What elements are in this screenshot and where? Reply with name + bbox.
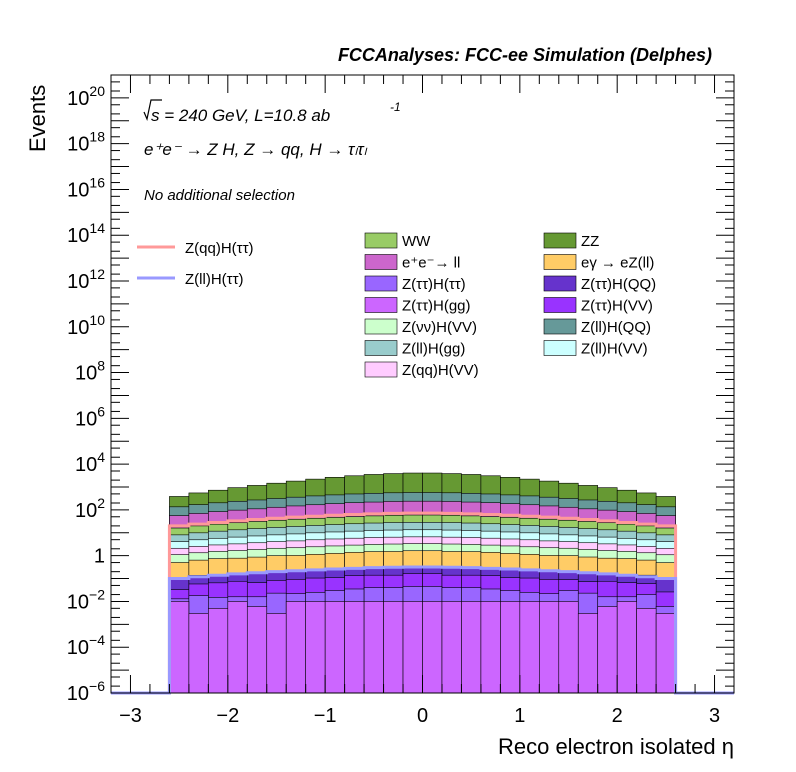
bar-0-8	[324, 601, 345, 694]
y-axis-ticks	[111, 81, 734, 694]
energy-exponent: -1	[390, 100, 401, 114]
chart-title: FCCAnalyses: FCC-ee Simulation (Delphes)	[338, 45, 712, 65]
legend-swatch	[364, 297, 398, 313]
y-tick-label: 1010	[67, 312, 105, 339]
legend-label: ZZ	[581, 233, 599, 250]
y-tick-label: 1016	[67, 174, 105, 201]
bar-0-7	[305, 601, 326, 694]
legend-swatch	[543, 297, 577, 313]
y-tick-label: 1	[94, 546, 105, 568]
legend-label: Z(νν)H(VV)	[402, 319, 477, 336]
bar-0-3	[227, 601, 248, 694]
legend-swatch	[543, 275, 577, 292]
legend-line-label: Z(qq)H(ττ)	[185, 240, 254, 257]
sqrt-symbol	[143, 99, 162, 121]
x-tick-label: 1	[514, 705, 525, 727]
line-series-0	[111, 511, 734, 695]
y-axis-title: Events	[25, 85, 50, 152]
selection-annotation: No additional selection	[144, 187, 295, 204]
series-0	[169, 601, 676, 694]
bar-0-12	[402, 601, 423, 694]
bar-0-18	[519, 601, 540, 694]
y-axis-tick-labels: 10−6 10−4 10−2 1 102 104 106 108 1010 1012 1014 101…	[67, 83, 105, 705]
bar-0-13	[422, 601, 443, 694]
legend-label: Z(ττ)H(gg)	[402, 298, 471, 315]
y-tick-label: 1018	[67, 129, 105, 156]
legend-label: Z(ττ)H(ττ)	[402, 276, 466, 293]
x-tick-label: −3	[119, 705, 142, 727]
legend-swatch	[543, 254, 577, 270]
bar-0-22	[597, 606, 618, 694]
bar-0-2	[208, 608, 229, 694]
bar-0-4	[246, 606, 268, 694]
legend-label: Z(ll)H(gg)	[402, 341, 465, 358]
stack-legend: WW ZZ e⁺e⁻→ ll eγ → eZ(ll) Z(ττ)H(ττ) Z(ττ)H(…	[364, 232, 656, 379]
bar-0-17	[500, 601, 521, 694]
legend-label: eγ → eZ(ll)	[581, 255, 654, 272]
y-tick-label: 104	[75, 449, 105, 476]
line-layer	[111, 511, 734, 695]
bar-0-25	[655, 613, 676, 694]
bar-0-23	[616, 601, 637, 694]
legend-swatch	[364, 318, 398, 335]
x-tick-label: 3	[709, 705, 720, 727]
y-tick-label: 1020	[67, 83, 105, 110]
y-tick-label: 10−2	[67, 586, 105, 613]
y-tick-label: 106	[75, 403, 105, 430]
legend-swatch	[364, 232, 398, 249]
bar-0-11	[383, 601, 404, 694]
legend-swatch	[543, 232, 577, 249]
x-axis-tick-labels: −3 −2 −1 0 1 2 3	[119, 705, 720, 727]
y-tick-label: 108	[75, 358, 105, 385]
bar-0-20	[558, 601, 579, 694]
y-tick-label: 1014	[67, 220, 105, 247]
legend-label: WW	[402, 233, 431, 250]
legend-line-label: Z(ll)H(ττ)	[185, 271, 244, 288]
x-tick-label: 0	[417, 705, 428, 727]
y-tick-label: 102	[75, 495, 105, 522]
bar-0-16	[480, 601, 501, 694]
legend-swatch	[364, 340, 398, 356]
legend-label: Z(qq)H(VV)	[402, 362, 479, 379]
legend-swatch	[364, 361, 398, 378]
bar-0-9	[344, 601, 365, 694]
bar-0-0	[169, 601, 190, 694]
legend-label: Z(ττ)H(VV)	[581, 298, 653, 315]
x-tick-label: −2	[216, 705, 239, 727]
legend-label: Z(ll)H(QQ)	[581, 319, 651, 336]
bar-0-1	[188, 613, 209, 694]
legend-label: e⁺e⁻→ ll	[402, 255, 460, 272]
bar-0-14	[441, 601, 462, 694]
legend-label: Z(ll)H(VV)	[581, 341, 648, 358]
bar-0-24	[636, 608, 657, 694]
x-tick-label: −1	[314, 705, 337, 727]
bar-0-15	[461, 601, 482, 694]
bar-0-21	[577, 613, 599, 694]
y-tick-label: 10−4	[67, 632, 105, 659]
energy-annotation: s = 240 GeV, L=10.8 ab -1	[143, 99, 401, 125]
bar-0-5	[266, 613, 287, 694]
legend-swatch	[364, 275, 398, 292]
y-tick-label: 10−6	[67, 678, 105, 705]
line-legend: Z(qq)H(ττ) Z(ll)H(ττ)	[137, 240, 254, 288]
x-axis-title: Reco electron isolated η	[498, 734, 734, 759]
bar-0-6	[285, 601, 306, 694]
y-tick-label: 1012	[67, 266, 105, 293]
legend-swatch	[364, 254, 398, 270]
legend-swatch	[543, 318, 577, 335]
x-axis-ticks	[110, 75, 735, 693]
legend-swatch	[543, 340, 577, 356]
x-tick-label: 2	[612, 705, 623, 727]
legend-label: Z(ττ)H(QQ)	[581, 276, 656, 293]
line-series-1	[111, 565, 734, 695]
bar-0-19	[539, 601, 560, 694]
process-annotation: e⁺e⁻ → Z H, Z → qq, H → τₗτₗ	[144, 140, 368, 159]
stack-layer	[169, 472, 676, 694]
bar-0-10	[363, 601, 384, 694]
energy-text: s = 240 GeV, L=10.8 ab	[151, 106, 330, 125]
